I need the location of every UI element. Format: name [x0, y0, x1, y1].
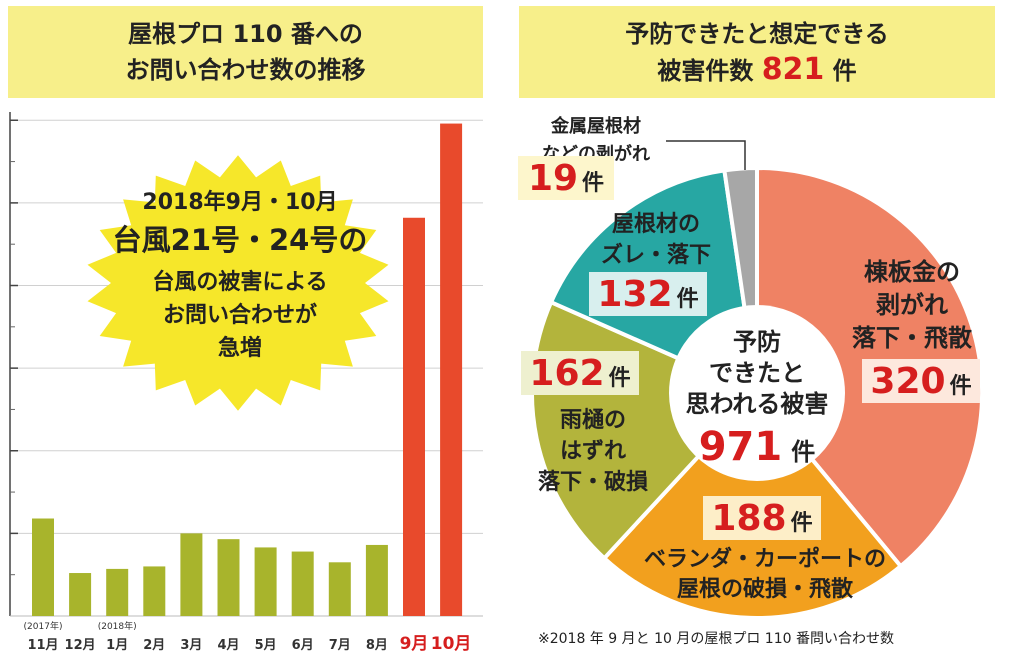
slice-label-1: 剥がれ — [876, 291, 948, 319]
right-panel-title: 予防できたと想定できる 被害件数 821 件 — [519, 6, 995, 98]
slice-label-3: はずれ — [560, 439, 626, 464]
center-text-line1: 予防 — [733, 328, 781, 356]
center-total-label: 971 件 — [699, 424, 816, 470]
x-tick-label: 2月 — [143, 638, 165, 653]
slice-label-1: 落下・飛散 — [852, 324, 972, 352]
starburst-line5: 急増 — [218, 335, 262, 361]
x-tick-label: 8月 — [366, 638, 388, 653]
center-total-unit: 件 — [791, 438, 815, 466]
slice-5-leader-line — [666, 140, 746, 170]
slice-value-2-bg — [703, 496, 821, 540]
slice-value-1: 320 件 — [870, 361, 971, 402]
slice-value-1-bg — [862, 359, 980, 403]
x-tick-label: 3月 — [180, 638, 202, 653]
slice-label-3: 落下・破損 — [538, 469, 649, 495]
starburst-shape — [87, 155, 389, 411]
x-tick-label: 6月 — [292, 638, 314, 653]
x-tick-label: 4月 — [217, 638, 239, 653]
starburst-line3: 台風の被害による — [152, 269, 327, 295]
x-tick-label: 9月 — [400, 634, 429, 654]
bar-9 — [328, 562, 351, 616]
starburst-line1: 2018年9月・10月 — [142, 189, 337, 215]
left-title-line1: 屋根プロ 110 番への — [128, 20, 363, 48]
starburst-line2: 台風21号・24号の — [113, 223, 368, 257]
bar-7 — [254, 547, 277, 616]
slice-label-4: ズレ・落下 — [601, 242, 711, 268]
slice-label-1: 棟板金の — [864, 258, 960, 286]
slice-value-5-bg — [518, 156, 614, 200]
footnote: ※2018 年 9 月と 10 月の屋根プロ 110 番問い合わせ数 — [538, 631, 894, 647]
center-total-value: 971 — [699, 424, 783, 470]
x-tick-label: 1月 — [106, 638, 128, 653]
slice-label-3: 雨樋の — [560, 407, 626, 433]
x-tick-label: 7月 — [329, 638, 351, 653]
bar-8 — [291, 551, 314, 616]
right-title-suffix: 件 — [832, 56, 857, 85]
bar-2 — [69, 573, 92, 616]
x-tick-label: 12月 — [65, 638, 96, 653]
center-text-line3: 思われる被害 — [686, 390, 829, 418]
right-title-line2: 被害件数 821 件 — [657, 52, 856, 89]
x-tick-year-label: (2017年) — [24, 620, 63, 632]
x-tick-label: 10月 — [431, 634, 472, 654]
x-tick-year-label: (2018年) — [98, 620, 137, 632]
starburst-callout: 2018年9月・10月 台風21号・24号の 台風の被害による お問い合わせが … — [87, 155, 389, 411]
starburst-line4: お問い合わせが — [163, 302, 317, 328]
right-title-line1: 予防できたと想定できる — [625, 19, 889, 48]
pie-center-hole — [669, 305, 845, 481]
right-title-number: 821 — [761, 51, 825, 87]
slice-value-5: 19 件 — [528, 158, 604, 199]
slice-value-3: 162 件 — [529, 353, 630, 394]
bar-5 — [180, 533, 203, 616]
slice-label-4: 屋根材の — [612, 212, 700, 237]
bar-10 — [365, 544, 388, 616]
slice-value-3-bg — [521, 351, 639, 395]
bar-6 — [217, 539, 240, 616]
left-title-line2: お問い合わせ数の推移 — [125, 56, 366, 84]
bar-12 — [440, 123, 463, 617]
x-tick-label: 11月 — [27, 638, 58, 653]
right-title-prefix: 被害件数 — [657, 56, 754, 85]
slice-label-2: ベランダ・カーポートの — [644, 546, 886, 572]
bar-3 — [106, 568, 129, 616]
slice-value-4-bg — [589, 272, 707, 316]
bar-1 — [32, 518, 54, 616]
bar-11 — [403, 217, 425, 616]
center-text-line2: できたと — [709, 359, 805, 387]
bar-4 — [143, 566, 166, 616]
x-tick-label: 5月 — [255, 638, 277, 653]
left-panel-title: 屋根プロ 110 番への お問い合わせ数の推移 — [8, 6, 483, 98]
slice-value-4: 132 件 — [597, 274, 698, 315]
slice-label-5: 金属屋根材 — [550, 115, 641, 137]
slice-value-2: 188 件 — [711, 498, 812, 539]
inquiry-bar-chart: 11月 (2017年)12月 1月 (2018年) 2月 3月 4月 5月 6月 7月 8月 9月 10… — [9, 112, 483, 654]
slice-label-2: 屋根の破損・飛散 — [677, 576, 854, 602]
